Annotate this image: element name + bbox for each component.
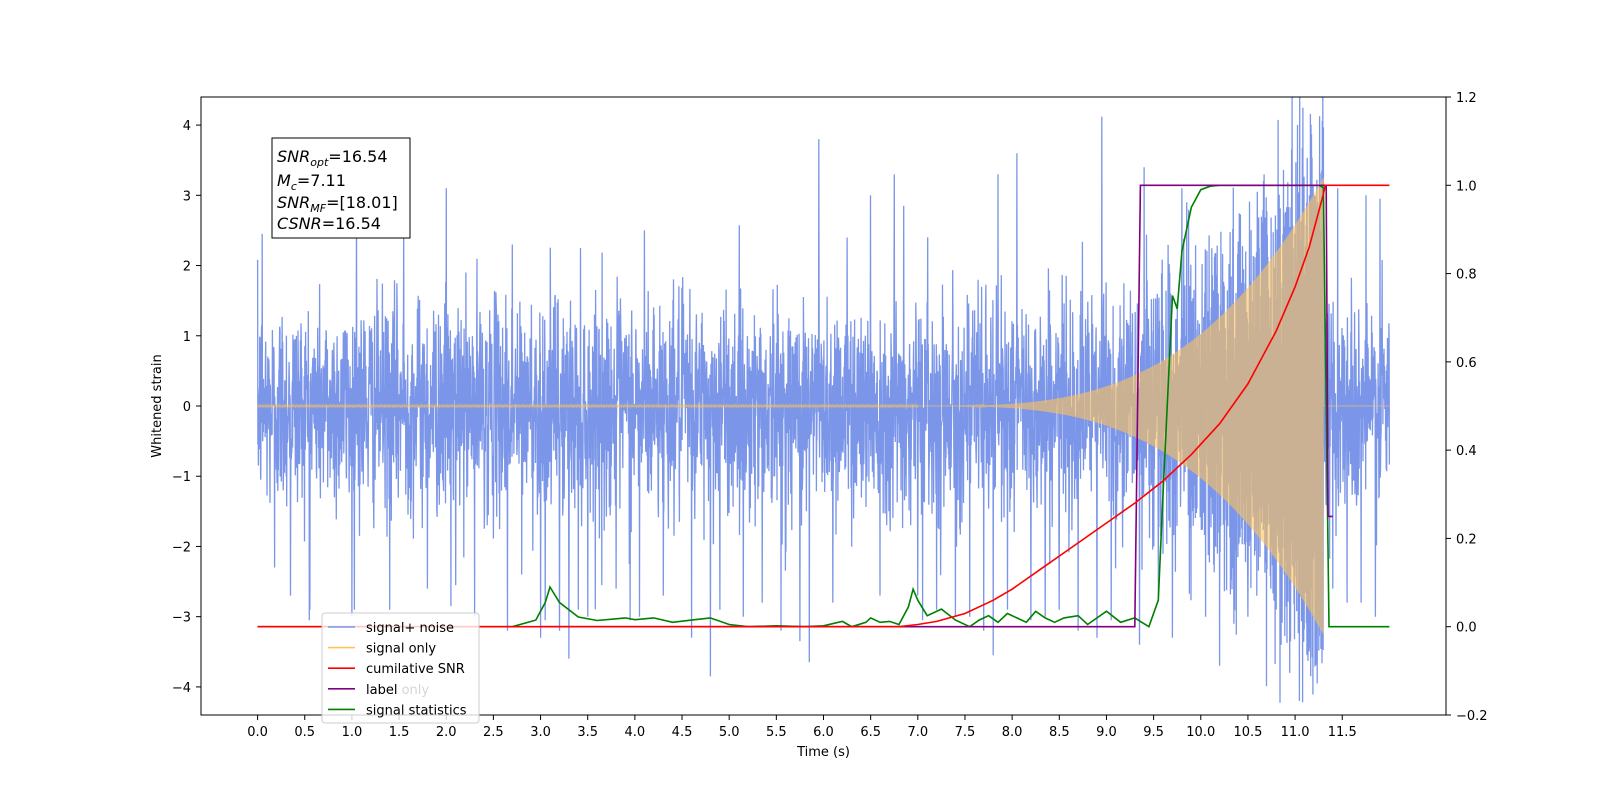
legend-frame	[321, 612, 480, 724]
x-axis-label: Time (s)	[796, 745, 850, 760]
x-axis: 0.0 0.5 1.0 1.5 2.0 2.5 3.0 3.5 4.0 4.5 5.0 5.5 6.0 6…	[247, 715, 1357, 740]
x-tick-label: 10.0	[1186, 725, 1215, 740]
y-tick-label-left: 2	[183, 260, 191, 275]
y-tick-label-right: 1.0	[1456, 179, 1477, 194]
signal-only-line	[257, 177, 1390, 634]
x-tick-label: 8.5	[1049, 725, 1070, 740]
legend-label: signal+ noise	[366, 621, 454, 636]
y-tick-label-right: 0.2	[1456, 532, 1477, 547]
legend-label: label	[366, 683, 397, 698]
x-tick-label: 7.0	[907, 725, 928, 740]
plot-area	[256, 97, 1391, 703]
info-box: SNRopt=16.54 Mc=7.11 SNRMF=[18.01] CSNR=…	[271, 137, 411, 239]
legend-label: signal statistics	[366, 703, 467, 718]
y-tick-label-left: −4	[172, 681, 191, 696]
legend-text-ghost: label only	[366, 683, 429, 698]
signal-only-series	[257, 177, 1390, 634]
info-snr-mf: SNRMF=[18.01]	[277, 193, 398, 215]
info-csnr: CSNR=16.54	[277, 214, 381, 233]
y-axis-label: Whitened strain	[150, 354, 165, 457]
x-tick-label: 11.0	[1281, 725, 1310, 740]
x-tick-label: 3.5	[577, 725, 598, 740]
x-tick-label: 1.5	[389, 725, 410, 740]
x-tick-label: 9.0	[1096, 725, 1117, 740]
x-tick-label: 0.5	[294, 725, 315, 740]
y-tick-label-left: 4	[183, 119, 191, 134]
legend-label: cumilative SNR	[366, 662, 465, 677]
info-mc: Mc=7.11	[277, 171, 346, 193]
right-axis-series	[257, 184, 1390, 628]
y-axis-left: −4 −3 −2 −1 0 1 2 3 4	[172, 119, 201, 696]
y-tick-label-left: 0	[183, 400, 191, 415]
x-tick-label: 11.5	[1328, 725, 1357, 740]
x-tick-label: 6.5	[860, 725, 881, 740]
legend-label: signal only	[366, 642, 436, 657]
y-tick-label-right: 0.8	[1456, 268, 1477, 283]
x-tick-label: 9.5	[1143, 725, 1164, 740]
y-tick-label-right: 0.6	[1456, 356, 1477, 371]
y-tick-label-right: 0.0	[1456, 621, 1477, 636]
cumilative-snr-line	[257, 184, 1390, 628]
x-tick-label: 7.5	[955, 725, 976, 740]
label-line	[540, 184, 1333, 628]
x-tick-label: 4.5	[672, 725, 693, 740]
y-axis-right: −0.2 0.0 0.2 0.4 0.6 0.8 1.0 1.2	[1446, 91, 1488, 724]
x-tick-label: 8.0	[1002, 725, 1023, 740]
signal-statistics-line	[257, 184, 1390, 628]
y-tick-label-left: 3	[183, 189, 191, 204]
y-tick-label-right: 1.2	[1456, 91, 1477, 106]
x-tick-label: 3.0	[530, 725, 551, 740]
legend: signal+ noise signal only cumilative SNR la…	[321, 612, 480, 724]
y-tick-label-left: −3	[172, 611, 191, 626]
x-tick-label: 1.0	[342, 725, 363, 740]
y-tick-label-left: −1	[172, 470, 191, 485]
info-box-frame	[271, 137, 411, 239]
y-tick-label-right: −0.2	[1456, 709, 1488, 724]
y-tick-label-right: 0.4	[1456, 444, 1477, 459]
info-snr-opt: SNRopt=16.54	[277, 147, 388, 169]
x-tick-label: 2.0	[436, 725, 457, 740]
y-tick-label-left: 1	[183, 330, 191, 345]
x-tick-label: 6.0	[813, 725, 834, 740]
x-tick-label: 5.5	[766, 725, 787, 740]
x-tick-label: 2.5	[483, 725, 504, 740]
x-tick-label: 4.0	[625, 725, 646, 740]
x-tick-label: 5.0	[719, 725, 740, 740]
x-tick-label: 10.5	[1233, 725, 1262, 740]
y-tick-label-left: −2	[172, 540, 191, 555]
x-tick-label: 0.0	[247, 725, 268, 740]
